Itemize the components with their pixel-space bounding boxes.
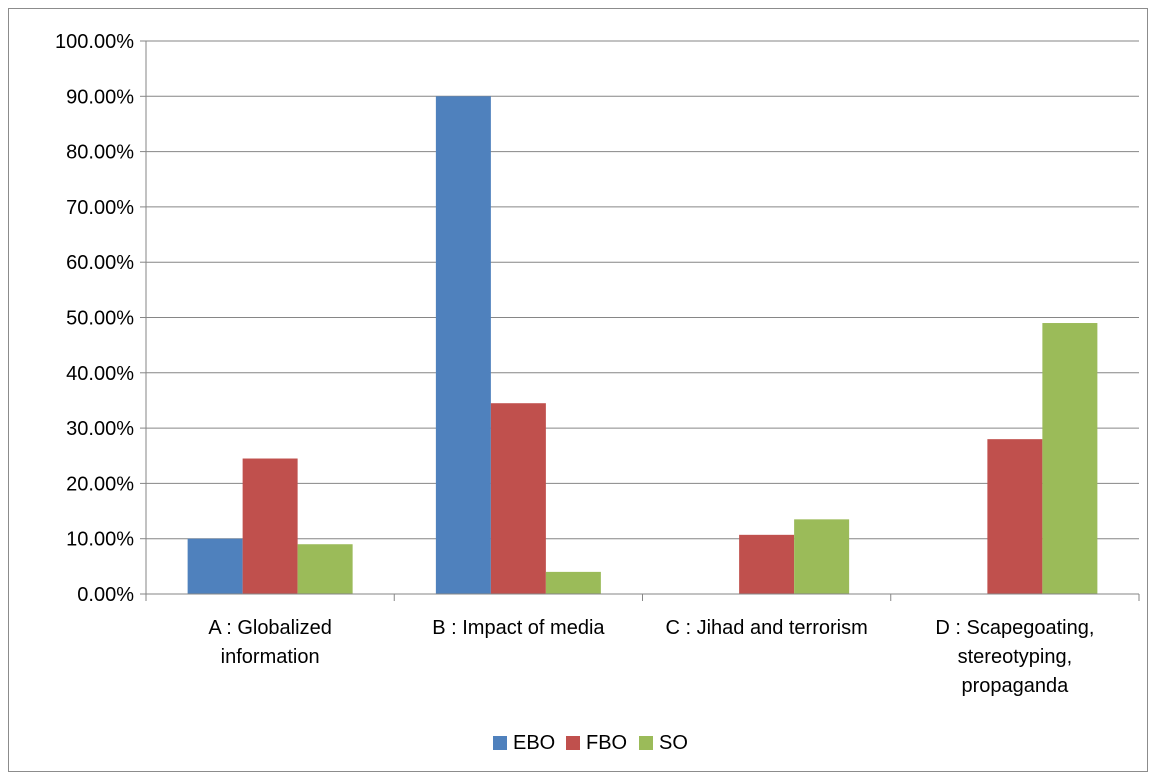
y-tick-label: 40.00% (66, 363, 134, 385)
y-tick-label: 50.00% (66, 308, 134, 330)
bar-so (1042, 323, 1098, 594)
y-tick-label: 80.00% (66, 142, 134, 164)
y-tick-label: 0.00% (77, 584, 134, 606)
x-category-label-line: B : Impact of media (432, 617, 605, 639)
legend-swatch-so (639, 736, 653, 750)
bar-so (545, 571, 601, 594)
x-axis-category-labels: A : Globalized information B : Impact of m… (208, 617, 1094, 697)
legend-label-fbo: FBO (586, 732, 627, 754)
y-tick-label: 30.00% (66, 418, 134, 440)
bar-fbo (987, 439, 1043, 594)
y-tick-label: 70.00% (66, 197, 134, 219)
x-category-label: A : Globalized information (208, 617, 331, 668)
gridlines (146, 40, 1139, 540)
chart-frame: 0.00% 10.00% 20.00% 30.00% 40.00% 50.00% 60.00… (8, 8, 1148, 772)
bar-fbo (242, 458, 298, 594)
bars (187, 96, 1098, 595)
y-tick-label: 20.00% (66, 473, 134, 495)
x-category-label-line: D : Scapegoating, (935, 617, 1094, 639)
y-axis-tick-labels: 0.00% 10.00% 20.00% 30.00% 40.00% 50.00% 60.00… (55, 31, 134, 606)
bar-fbo (739, 534, 795, 594)
bar-fbo (490, 403, 546, 594)
bar-so (297, 544, 353, 594)
bar-ebo (435, 96, 491, 595)
bar-chart: 0.00% 10.00% 20.00% 30.00% 40.00% 50.00% 60.00… (55, 31, 1140, 754)
y-tick-label: 60.00% (66, 252, 134, 274)
x-category-label-line: propaganda (961, 675, 1069, 697)
x-category-label: D : Scapegoating, stereotyping, propaganda (935, 617, 1094, 697)
y-tick-label: 10.00% (66, 529, 134, 551)
y-tick-label: 100.00% (55, 31, 134, 53)
legend-swatch-ebo (493, 736, 507, 750)
x-category-label-line: A : Globalized (208, 617, 331, 639)
bar-ebo (187, 538, 243, 594)
legend-swatch-fbo (566, 736, 580, 750)
x-category-label-line: information (221, 646, 320, 668)
bar-so (794, 519, 850, 594)
y-tick-label: 90.00% (66, 86, 134, 108)
x-category-label-line: C : Jihad and terrorism (665, 617, 867, 639)
x-category-label: C : Jihad and terrorism (665, 617, 867, 639)
x-category-label-line: stereotyping, (958, 646, 1073, 668)
legend-label-so: SO (659, 732, 688, 754)
axes (140, 40, 1140, 601)
legend: EBO FBO SO (493, 732, 688, 754)
x-category-label: B : Impact of media (432, 617, 605, 639)
legend-label-ebo: EBO (513, 732, 555, 754)
